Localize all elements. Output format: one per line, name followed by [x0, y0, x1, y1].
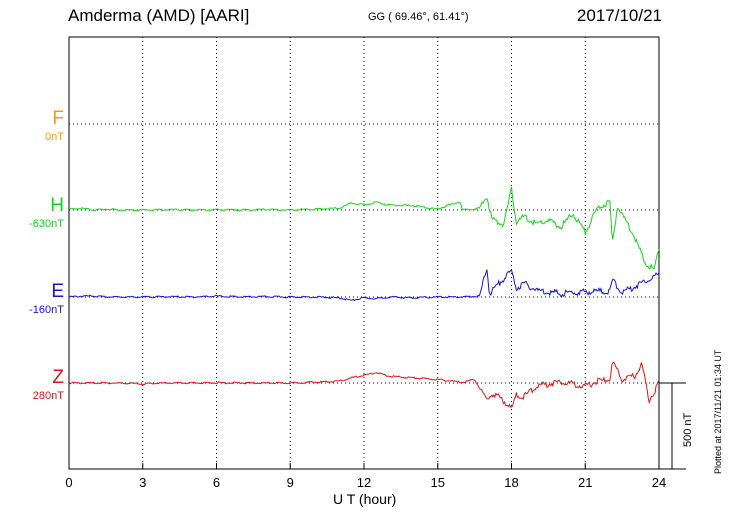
x-tick-label: 24	[652, 475, 666, 490]
x-tick-label: 21	[578, 475, 592, 490]
series-z-line	[68, 361, 660, 408]
x-tick-label: 3	[139, 475, 146, 490]
component-e-offset: -160nT	[29, 304, 64, 316]
x-tick-label: 15	[431, 475, 445, 490]
component-h-label: H -630nT	[4, 195, 64, 230]
component-z-offset: 280nT	[32, 390, 64, 402]
x-tick-label: 0	[65, 475, 72, 490]
station-title: Amderma (AMD) [AARI]	[68, 6, 250, 25]
x-tick-label: 12	[357, 475, 371, 490]
component-z-letter: Z	[52, 367, 64, 388]
x-tick-label: 18	[504, 475, 518, 490]
x-axis-label: U T (hour)	[333, 491, 397, 507]
component-f-offset: 0nT	[45, 131, 64, 143]
component-h-offset: -630nT	[29, 218, 64, 230]
component-z-label: Z 280nT	[4, 367, 64, 402]
component-e-label: E -160nT	[4, 281, 64, 316]
component-e-letter: E	[51, 281, 64, 302]
series-h-line	[69, 186, 660, 270]
component-f-letter: F	[52, 108, 64, 129]
plot-date: 2017/10/21	[576, 6, 662, 25]
series-e-line	[68, 269, 660, 302]
component-h-letter: H	[50, 195, 64, 216]
x-tick-label: 9	[287, 475, 294, 490]
plot-timestamp: Plotted at 2017/11/21 01:34 UT	[713, 349, 723, 474]
x-tick-label: 6	[213, 475, 220, 490]
scale-bar-label: 500 nT	[682, 412, 694, 447]
component-f-label: F 0nT	[4, 108, 64, 143]
geographic-coordinates: GG ( 69.46°, 61.41°)	[368, 11, 469, 23]
